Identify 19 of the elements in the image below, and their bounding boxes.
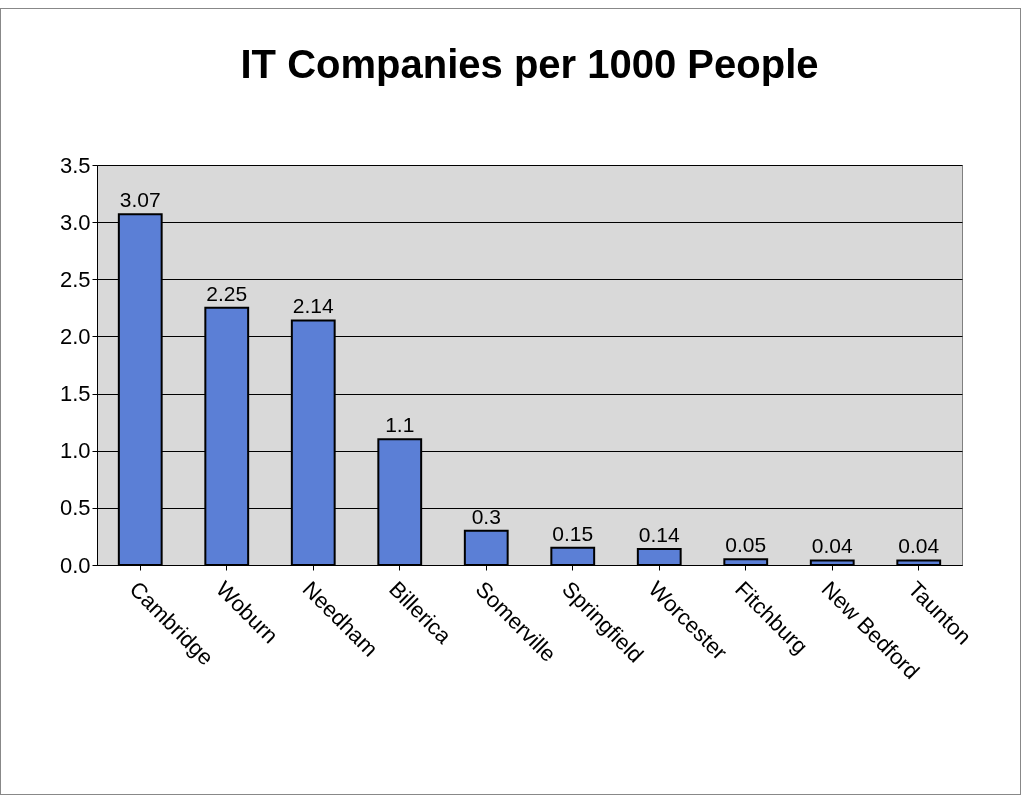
- data-label: 3.07: [119, 188, 161, 212]
- y-tick-label: 1.5: [59, 381, 91, 407]
- y-tick-label: 2.0: [59, 323, 91, 349]
- y-tick-label: 3.0: [59, 209, 91, 235]
- y-tick-label: 3.5: [59, 152, 91, 178]
- data-label: 0.05: [725, 533, 767, 557]
- y-tick-label: 0.5: [59, 495, 91, 521]
- y-tick-label: 2.5: [59, 266, 91, 292]
- chart-title: IT Companies per 1000 People: [240, 42, 819, 86]
- data-label: 1.1: [385, 413, 415, 437]
- y-tick-label: 0.0: [59, 552, 91, 578]
- data-label: 2.14: [292, 294, 335, 318]
- data-label: 0.15: [552, 521, 594, 545]
- data-label: 2.25: [206, 281, 248, 305]
- data-label: 0.14: [638, 523, 681, 546]
- data-label: 0.04: [898, 534, 940, 558]
- data-label: 0.04: [811, 534, 854, 558]
- y-tick-label: 1.0: [59, 438, 91, 464]
- data-label: 0.3: [471, 504, 501, 528]
